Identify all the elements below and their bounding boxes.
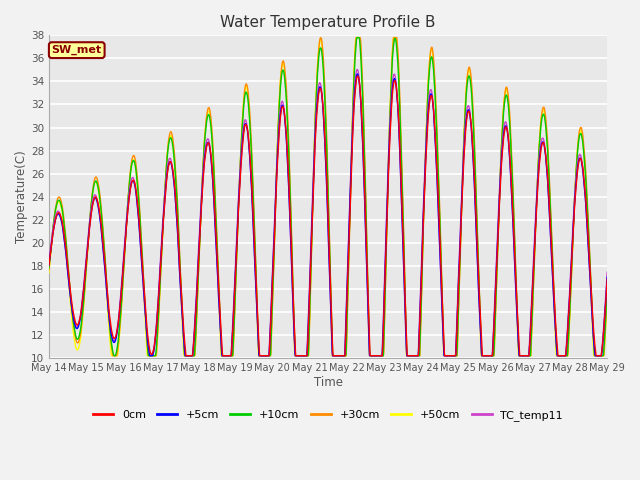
X-axis label: Time: Time (314, 376, 342, 389)
Legend: 0cm, +5cm, +10cm, +30cm, +50cm, TC_temp11: 0cm, +5cm, +10cm, +30cm, +50cm, TC_temp1… (88, 406, 568, 425)
Text: SW_met: SW_met (52, 45, 102, 55)
Y-axis label: Temperature(C): Temperature(C) (15, 150, 28, 243)
Title: Water Temperature Profile B: Water Temperature Profile B (220, 15, 436, 30)
